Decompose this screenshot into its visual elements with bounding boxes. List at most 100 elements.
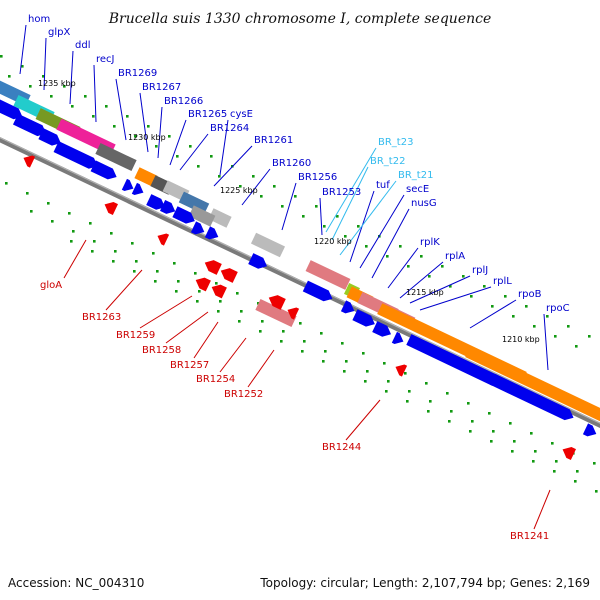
tick-mark-50 — [449, 285, 452, 288]
leader-line-sece — [359, 194, 405, 269]
gene-label-rplk: rplK — [420, 237, 440, 248]
tick-mark-36 — [155, 145, 158, 148]
tick-mark-61 — [89, 222, 92, 225]
tick-mark-88 — [72, 230, 75, 233]
gene-block-5 — [134, 167, 158, 187]
leader-line-br_t23 — [325, 147, 377, 233]
tick-mark-34 — [113, 125, 116, 128]
leader-line-gloa — [63, 239, 87, 279]
tick-mark-67 — [215, 282, 218, 285]
forward-arrow-18 — [406, 334, 501, 386]
map-title: Brucella suis 1330 chromosome I, complet… — [108, 11, 492, 27]
tick-mark-58 — [26, 192, 29, 195]
tick-mark-80 — [488, 412, 491, 415]
tick-mark-128 — [385, 390, 388, 393]
topology-text: Topology: circular; Length: 2,107,794 bp… — [260, 576, 590, 590]
forward-arrow-13 — [302, 280, 333, 302]
tick-mark-123 — [280, 340, 283, 343]
tick-mark-56 — [575, 345, 578, 348]
reverse-arrow-9 — [195, 277, 211, 292]
tick-mark-75 — [383, 362, 386, 365]
leader-line-rpll — [419, 286, 492, 311]
tick-mark-112 — [576, 470, 579, 473]
tick-mark-38 — [197, 165, 200, 168]
gene-label-gloa: gloA — [40, 280, 62, 291]
gene-label-br_t23: BR_t23 — [378, 137, 413, 148]
scale-label-5: 1210 kbp — [502, 335, 540, 344]
tick-mark-137 — [574, 480, 577, 483]
gene-label-br1256: BR1256 — [298, 172, 337, 183]
tick-mark-99 — [303, 340, 306, 343]
forward-arrow-12 — [248, 253, 268, 269]
leader-line-br1260 — [241, 168, 271, 206]
tick-mark-57 — [5, 182, 8, 185]
leader-line-br1252 — [247, 349, 275, 388]
gene-block-11 — [305, 260, 351, 290]
leader-line-br1253 — [319, 197, 323, 236]
tick-mark-94 — [198, 290, 201, 293]
forward-arrow-3 — [53, 141, 98, 169]
tick-mark-134 — [511, 450, 514, 453]
tick-mark-133 — [490, 440, 493, 443]
tick-mark-45 — [344, 235, 347, 238]
leader-line-br1261 — [213, 145, 253, 187]
gene-label-rpll: rplL — [493, 276, 512, 287]
tick-mark-32 — [71, 105, 74, 108]
tick-mark-1 — [21, 65, 24, 68]
tick-mark-85 — [593, 462, 596, 465]
forward-arrow-14 — [340, 300, 355, 314]
gene-label-br1261: BR1261 — [254, 135, 293, 146]
tick-mark-71 — [299, 322, 302, 325]
tick-mark-81 — [509, 422, 512, 425]
backbone-highlight — [0, 137, 600, 424]
tick-mark-95 — [219, 300, 222, 303]
tick-mark-92 — [156, 270, 159, 273]
leader-line-hom — [19, 24, 27, 75]
tick-mark-17 — [357, 225, 360, 228]
reverse-arrow-6 — [287, 307, 300, 320]
gene-label-br1259: BR1259 — [116, 330, 155, 341]
tick-mark-59 — [47, 202, 50, 205]
reverse-arrow-2 — [157, 233, 170, 246]
tick-mark-106 — [450, 410, 453, 413]
gene-label-nusg: nusG — [411, 198, 437, 209]
leader-line-glpx — [43, 37, 47, 91]
leader-line-rpoc — [543, 313, 549, 371]
tick-mark-121 — [238, 320, 241, 323]
tick-mark-125 — [322, 360, 325, 363]
reverse-arrow-7 — [395, 364, 408, 377]
tick-mark-108 — [492, 430, 495, 433]
tick-mark-124 — [301, 350, 304, 353]
tick-mark-131 — [448, 420, 451, 423]
tick-layer — [0, 55, 598, 493]
tick-mark-130 — [427, 410, 430, 413]
tick-mark-110 — [534, 450, 537, 453]
tick-mark-7 — [147, 125, 150, 128]
tick-mark-24 — [504, 295, 507, 298]
gene-label-rpoc: rpoC — [546, 303, 570, 314]
leader-line-cyse — [219, 119, 229, 176]
tick-mark-19 — [399, 245, 402, 248]
tick-mark-60 — [68, 212, 71, 215]
tick-mark-13 — [273, 185, 276, 188]
gene-label-br1244: BR1244 — [322, 442, 361, 453]
gene-label-rpob: rpoB — [518, 289, 542, 300]
gene-label-br1263: BR1263 — [82, 312, 121, 323]
tick-mark-25 — [525, 305, 528, 308]
tick-mark-49 — [428, 275, 431, 278]
tick-mark-90 — [114, 250, 117, 253]
leader-line-br1256 — [281, 182, 297, 231]
tick-mark-44 — [323, 225, 326, 228]
scale-label-1: 1230 kbp — [128, 133, 166, 142]
forward-arrow-1 — [12, 113, 47, 137]
scale-label-2: 1225 kbp — [220, 186, 258, 195]
tick-mark-113 — [70, 240, 73, 243]
gene-label-br_t22: BR_t22 — [370, 156, 405, 167]
tick-mark-117 — [154, 280, 157, 283]
tick-mark-107 — [471, 420, 474, 423]
tick-mark-86 — [30, 210, 33, 213]
gene-label-br1257: BR1257 — [170, 360, 209, 371]
leader-line-br1258 — [165, 311, 209, 344]
leader-line-recj — [93, 64, 97, 123]
tick-mark-72 — [320, 332, 323, 335]
